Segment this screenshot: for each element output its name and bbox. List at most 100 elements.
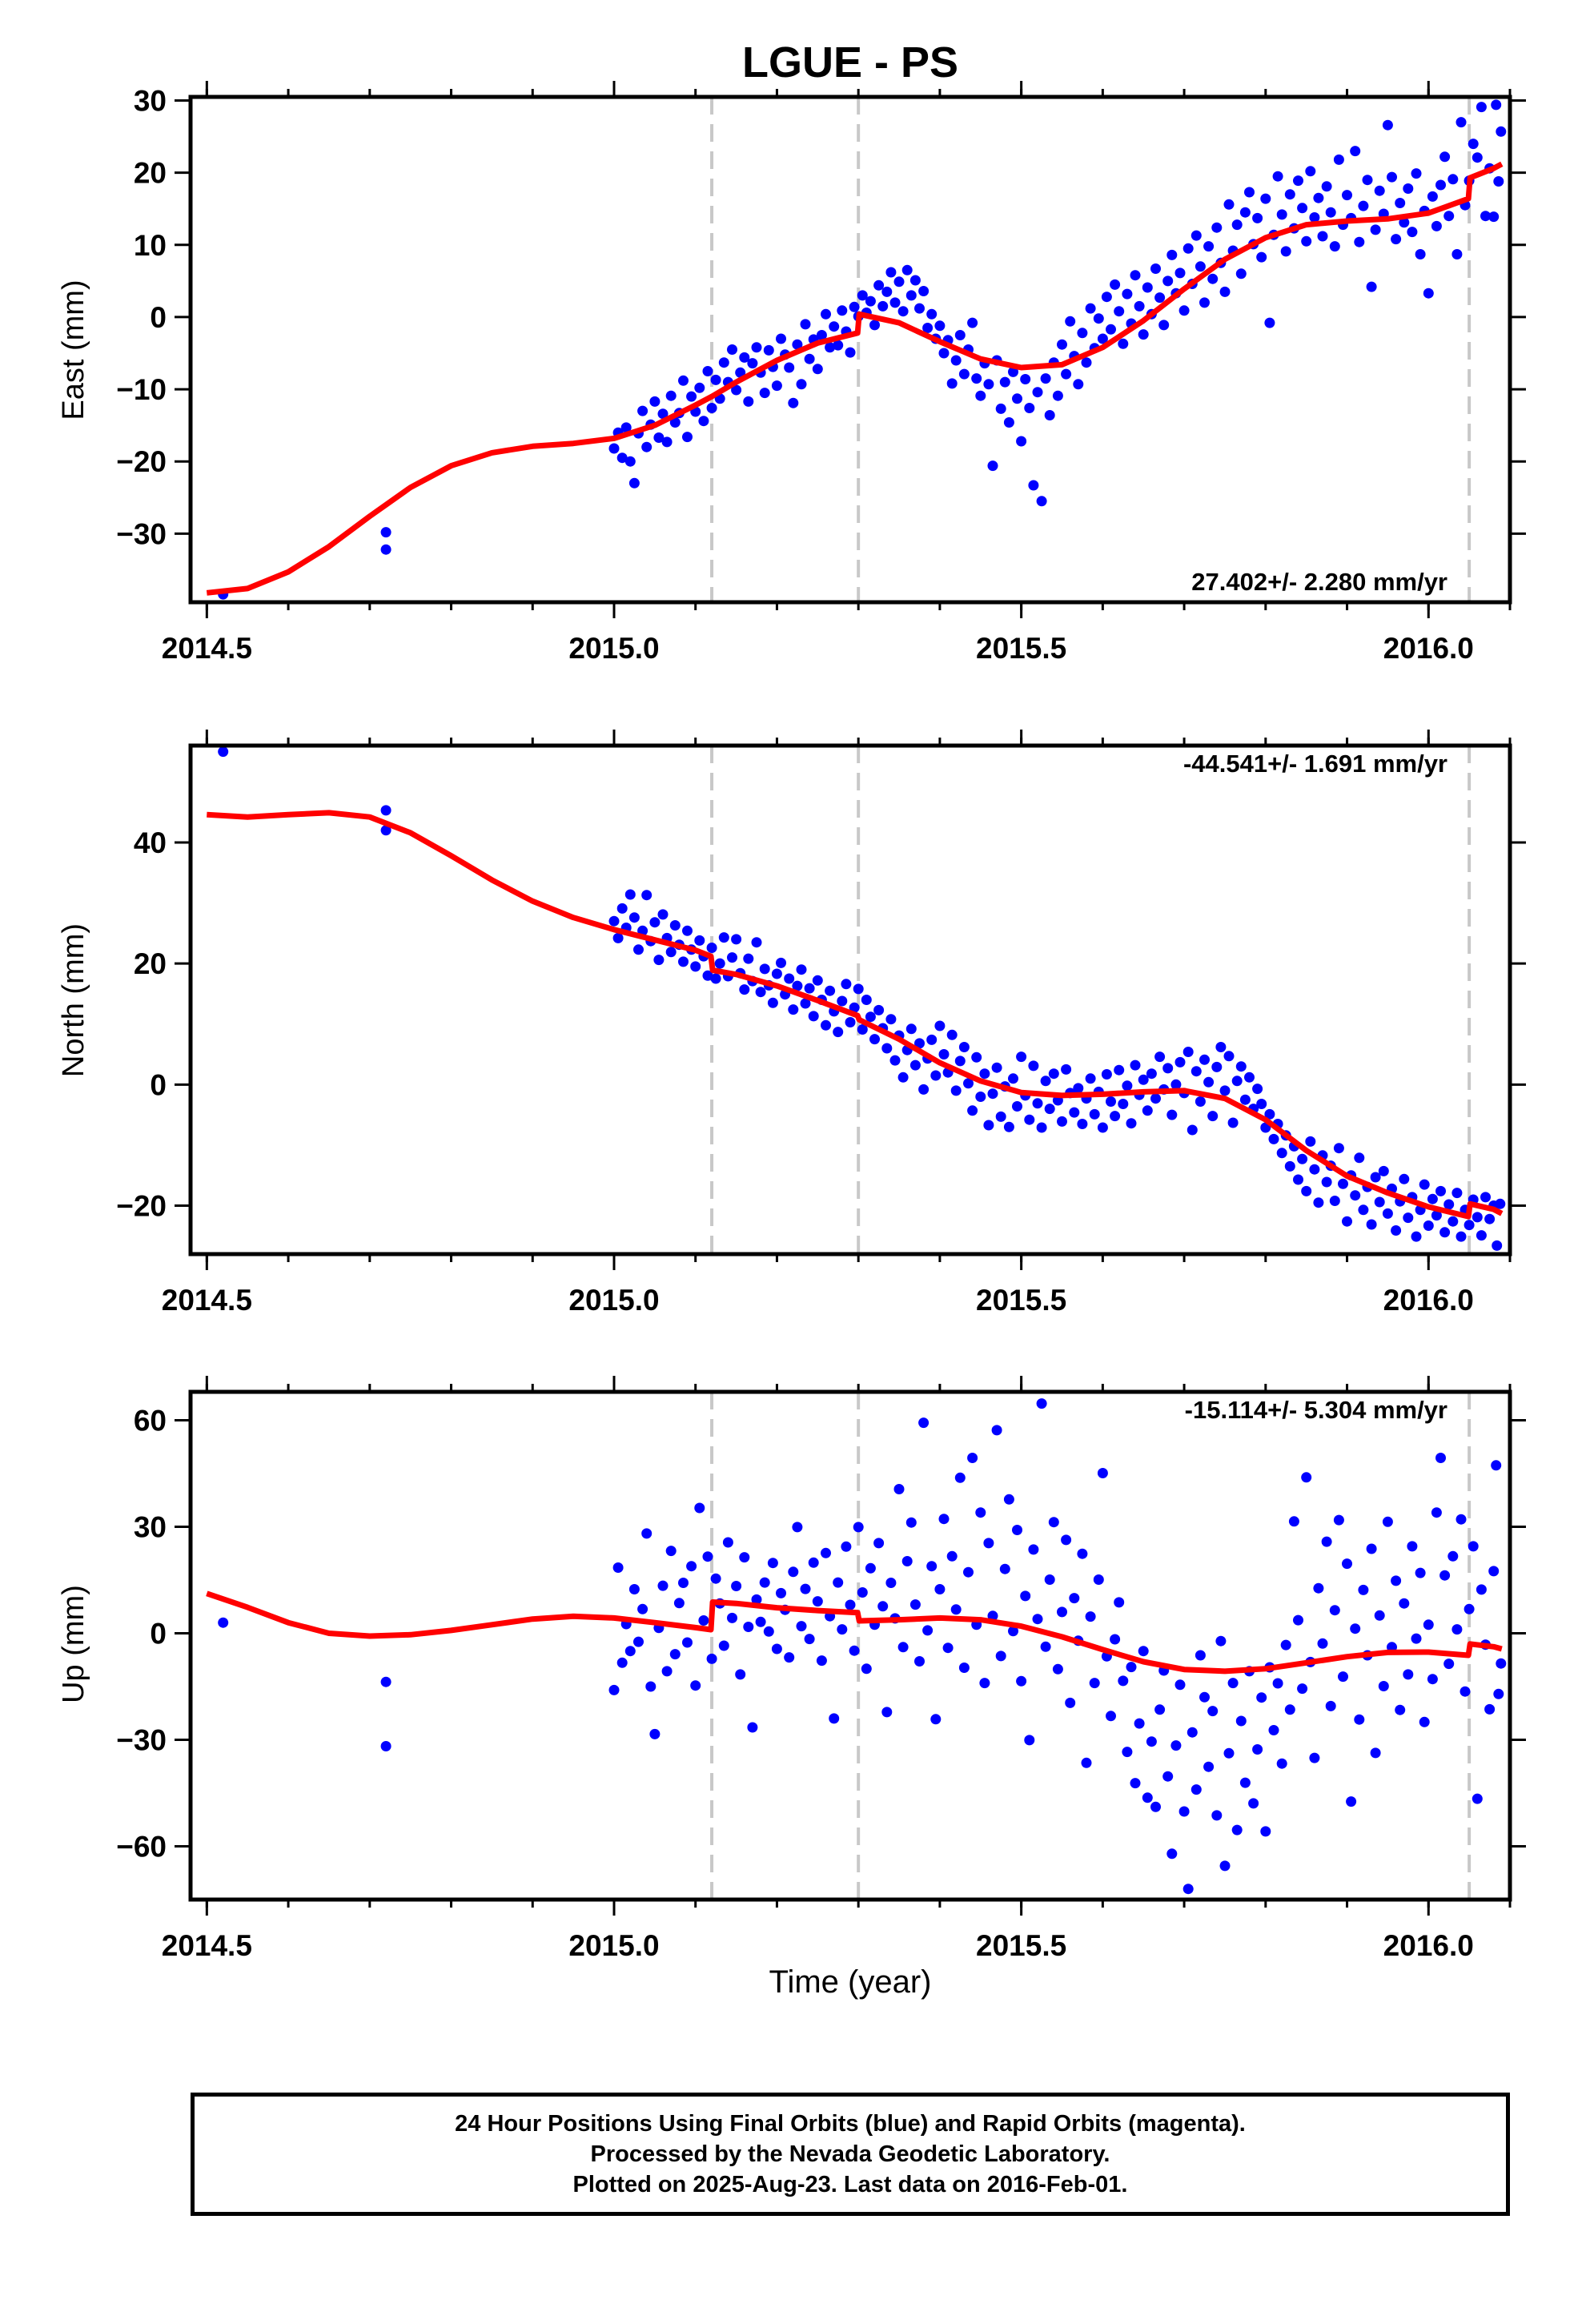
- east-data-point: [1264, 317, 1275, 328]
- north-panel: North (mm) -44.541+/- 1.691 mm/yr 2014.5…: [57, 730, 1526, 1317]
- north-data-point: [1423, 1220, 1434, 1231]
- up-data-point: [808, 1557, 819, 1568]
- east-data-point: [1293, 175, 1303, 187]
- up-data-point: [1346, 1796, 1357, 1807]
- east-data-point: [857, 290, 868, 301]
- up-data-point: [1012, 1525, 1022, 1535]
- north-data-point: [1358, 1204, 1369, 1216]
- east-data-point: [1130, 270, 1141, 281]
- north-data-point: [1338, 1178, 1348, 1189]
- north-data-point: [1244, 1072, 1255, 1083]
- north-data-point: [678, 956, 689, 967]
- up-data-point: [1358, 1584, 1369, 1595]
- up-data-point: [1435, 1453, 1446, 1463]
- up-data-point: [926, 1561, 938, 1572]
- east-data-point: [706, 403, 717, 413]
- up-data-point: [1321, 1536, 1332, 1547]
- up-x-tick-label: 2016.0: [1383, 1929, 1474, 1962]
- east-data-point: [616, 452, 628, 464]
- up-data-point: [1464, 1603, 1475, 1614]
- north-data-point: [1203, 1076, 1215, 1088]
- up-data-point: [1452, 1624, 1463, 1635]
- north-data-point: [628, 912, 640, 923]
- north-data-point: [657, 909, 669, 920]
- east-data-point: [1370, 224, 1381, 235]
- up-data-point: [1333, 1514, 1344, 1526]
- north-plot-area: [207, 746, 1506, 1254]
- up-data-point: [1248, 1798, 1259, 1809]
- north-data-point: [971, 1051, 982, 1063]
- north-data-point: [1085, 1073, 1096, 1084]
- north-data-point: [1268, 1133, 1279, 1144]
- up-data-point: [678, 1578, 689, 1588]
- north-data-point: [1032, 1098, 1043, 1109]
- north-data-point: [954, 1055, 966, 1067]
- up-data-point: [380, 1741, 391, 1751]
- up-data-point: [979, 1678, 990, 1689]
- north-data-point: [914, 1038, 925, 1049]
- east-data-point: [665, 390, 677, 401]
- up-data-point: [1427, 1674, 1438, 1685]
- east-data-point: [641, 441, 652, 452]
- up-data-point: [930, 1714, 942, 1725]
- east-data-point: [1411, 168, 1422, 179]
- north-data-point: [853, 983, 864, 995]
- up-data-point: [857, 1587, 868, 1598]
- east-data-point: [380, 544, 391, 555]
- east-data-point: [1391, 234, 1402, 245]
- east-data-point: [1415, 249, 1426, 259]
- east-data-point: [686, 391, 697, 402]
- east-data-point: [1012, 393, 1022, 404]
- up-data-point: [1162, 1771, 1174, 1782]
- east-data-point: [1374, 185, 1385, 196]
- east-data-point: [776, 333, 786, 344]
- north-data-point: [1162, 1063, 1174, 1074]
- north-data-point: [665, 947, 677, 958]
- up-data-point: [1235, 1715, 1247, 1727]
- up-data-point: [661, 1666, 673, 1677]
- north-data-point: [718, 932, 729, 943]
- east-data-point: [669, 417, 681, 428]
- up-data-point: [922, 1625, 934, 1636]
- east-x-tick-label: 2015.5: [976, 632, 1066, 665]
- up-data-point: [1146, 1736, 1157, 1747]
- east-data-point: [1325, 207, 1336, 218]
- east-data-point: [624, 456, 636, 467]
- north-data-point: [1110, 1111, 1121, 1122]
- up-data-point: [1130, 1778, 1141, 1789]
- east-data-point: [1199, 297, 1210, 308]
- north-data-point: [1174, 1056, 1186, 1068]
- north-data-point: [1419, 1179, 1430, 1190]
- up-data-point: [999, 1563, 1010, 1574]
- east-data-point: [1061, 368, 1072, 380]
- north-data-point: [967, 1105, 978, 1116]
- east-data-point: [812, 364, 823, 375]
- north-data-point: [702, 970, 713, 981]
- north-data-point: [1239, 1094, 1251, 1105]
- up-data-point: [1342, 1558, 1352, 1570]
- north-data-point: [694, 935, 705, 946]
- up-y-tick-label: 0: [150, 1617, 167, 1650]
- east-data-point: [825, 342, 836, 353]
- north-plot-frame: [188, 743, 1512, 1256]
- north-data-point: [1472, 1212, 1483, 1223]
- north-data-point: [1130, 1059, 1141, 1071]
- up-data-point: [1110, 1634, 1121, 1645]
- east-data-point: [909, 275, 921, 286]
- up-data-point: [1276, 1758, 1287, 1769]
- up-data-point: [1215, 1635, 1227, 1647]
- up-data-point: [1493, 1688, 1504, 1699]
- north-data-point: [682, 925, 693, 936]
- east-data-point: [620, 422, 632, 433]
- east-data-point: [702, 366, 713, 376]
- east-data-point: [1191, 230, 1202, 241]
- north-data-point: [991, 1062, 1002, 1073]
- east-data-point: [1284, 189, 1295, 200]
- north-data-point: [1492, 1240, 1503, 1251]
- north-data-point: [1264, 1108, 1275, 1120]
- north-data-point: [821, 1019, 831, 1031]
- north-data-point: [1016, 1051, 1027, 1063]
- up-data-point: [1227, 1678, 1239, 1689]
- east-data-point: [1219, 286, 1231, 297]
- east-data-point: [865, 296, 876, 307]
